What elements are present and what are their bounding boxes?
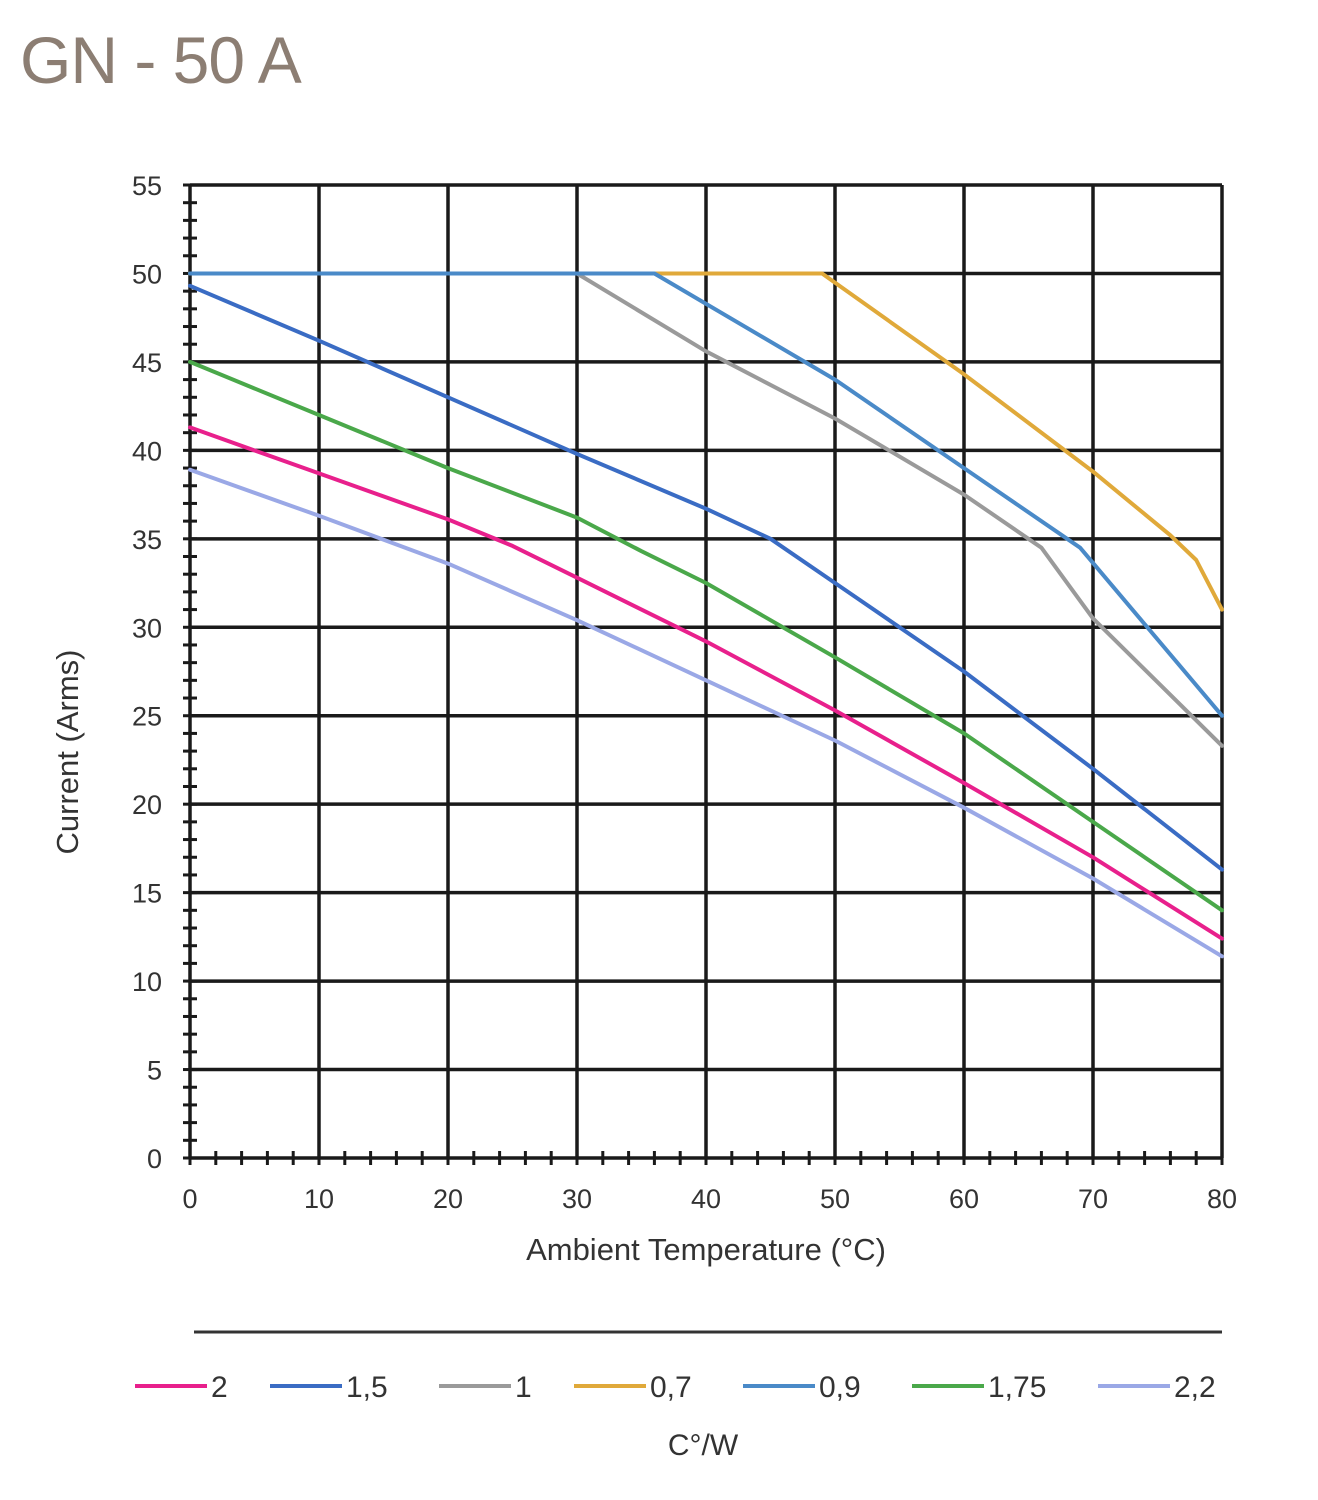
- y-tick-label: 45: [132, 348, 162, 378]
- y-tick-label: 30: [132, 613, 162, 643]
- x-tick-labels: 0 10 20 30 40 50 60 70 80: [182, 1184, 1237, 1214]
- series-line-1: [188, 271, 1224, 748]
- axis-ticks: [183, 183, 1224, 1165]
- legend-title: C°/W: [668, 1429, 739, 1462]
- legend-label: 1: [515, 1371, 532, 1404]
- x-tick-label: 60: [949, 1184, 979, 1214]
- legend-label: 1,75: [988, 1371, 1046, 1404]
- y-tick-label: 0: [147, 1144, 162, 1174]
- page-title: GN - 50 A: [20, 23, 302, 97]
- y-tick-label: 15: [132, 879, 162, 909]
- x-tick-label: 40: [691, 1184, 721, 1214]
- y-tick-label: 55: [132, 171, 162, 201]
- series-line-1-75: [188, 359, 1224, 913]
- y-tick-label: 35: [132, 525, 162, 555]
- series-line-1-5: [188, 283, 1224, 872]
- y-tick-label: 40: [132, 436, 162, 466]
- y-axis-title: Current (Arms): [50, 650, 85, 855]
- series-line-2-2: [188, 467, 1224, 959]
- x-tick-label: 0: [182, 1184, 197, 1214]
- series-lines: [188, 271, 1224, 959]
- legend-label: 1,5: [346, 1371, 388, 1404]
- legend: 2 1,5 1 0,7 0,9 1,75 2,2: [135, 1371, 1216, 1404]
- y-tick-label: 50: [132, 259, 162, 289]
- x-tick-label: 20: [433, 1184, 463, 1214]
- x-tick-label: 70: [1078, 1184, 1108, 1214]
- y-tick-label: 25: [132, 702, 162, 732]
- legend-label: 2: [211, 1371, 228, 1404]
- series-line-0-9: [188, 271, 1224, 718]
- series-line-0-7: [188, 271, 1224, 612]
- series-line-2: [188, 425, 1224, 941]
- y-tick-labels: 0 5 10 15 20 25 30 35 40 45 50 55: [132, 171, 162, 1174]
- x-axis-title: Ambient Temperature (°C): [526, 1232, 886, 1267]
- y-tick-label: 20: [132, 790, 162, 820]
- legend-label: 0,9: [819, 1371, 861, 1404]
- x-tick-label: 80: [1207, 1184, 1237, 1214]
- legend-label: 2,2: [1174, 1371, 1216, 1404]
- legend-label: 0,7: [650, 1371, 692, 1404]
- x-tick-label: 30: [562, 1184, 592, 1214]
- x-tick-label: 50: [820, 1184, 850, 1214]
- y-tick-label: 10: [132, 967, 162, 997]
- y-tick-label: 5: [147, 1056, 162, 1086]
- x-tick-label: 10: [304, 1184, 334, 1214]
